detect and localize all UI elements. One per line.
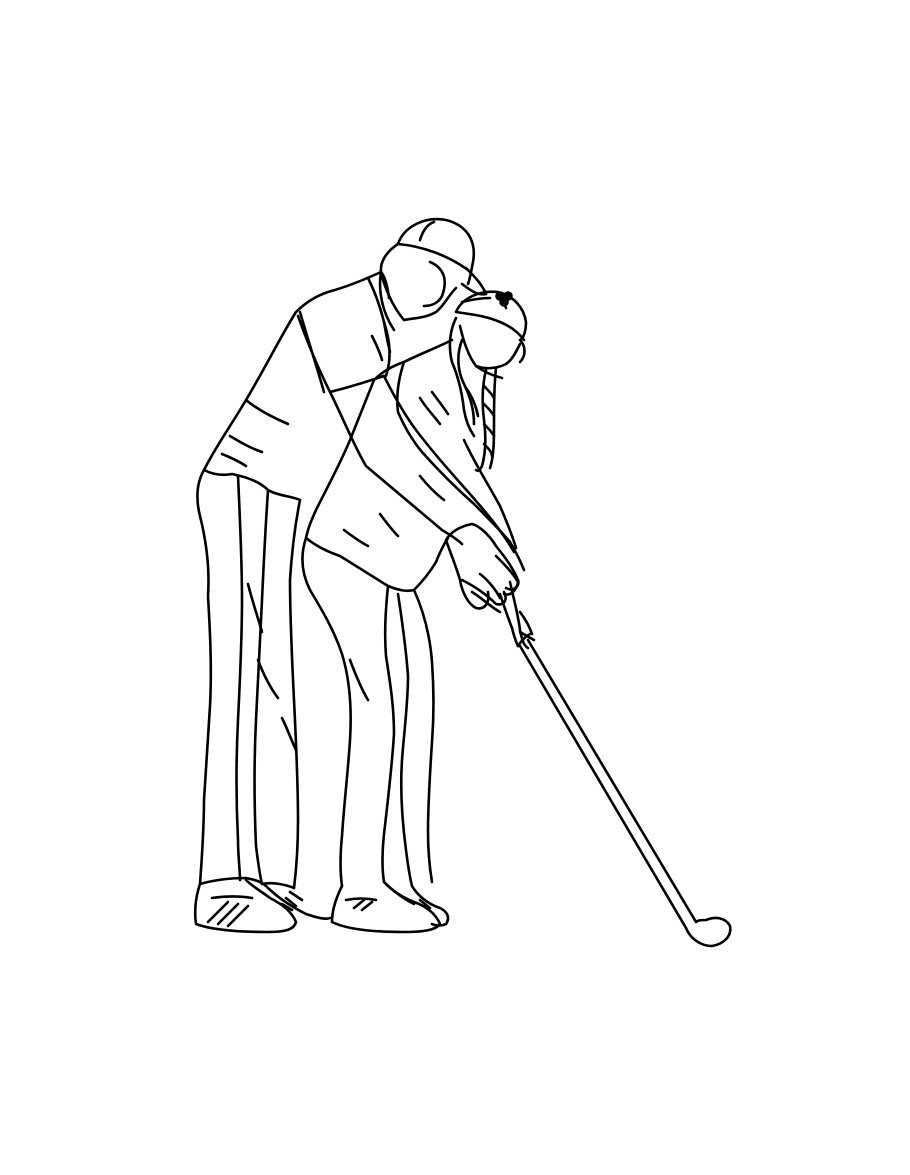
child-hair [448,316,498,473]
child-shirt [304,338,454,593]
adult-shirt [202,270,396,502]
child-figure [301,290,534,934]
child-hands [494,554,534,650]
adult-shoes [193,878,332,934]
child-cap [454,290,528,342]
child-arms [420,438,526,572]
golf-club-head [684,916,732,948]
golf-club-grip [518,630,536,642]
clover-logo-icon [495,291,513,310]
child-face [458,324,526,380]
adult-figure [193,217,520,934]
golf-club [518,630,732,948]
golf-club-shaft [526,638,698,924]
adult-trousers [196,468,302,890]
child-shoes [330,880,450,934]
child-leggings [301,536,435,888]
golf-club-shaft-back [518,644,688,930]
adult-cap [396,217,488,296]
